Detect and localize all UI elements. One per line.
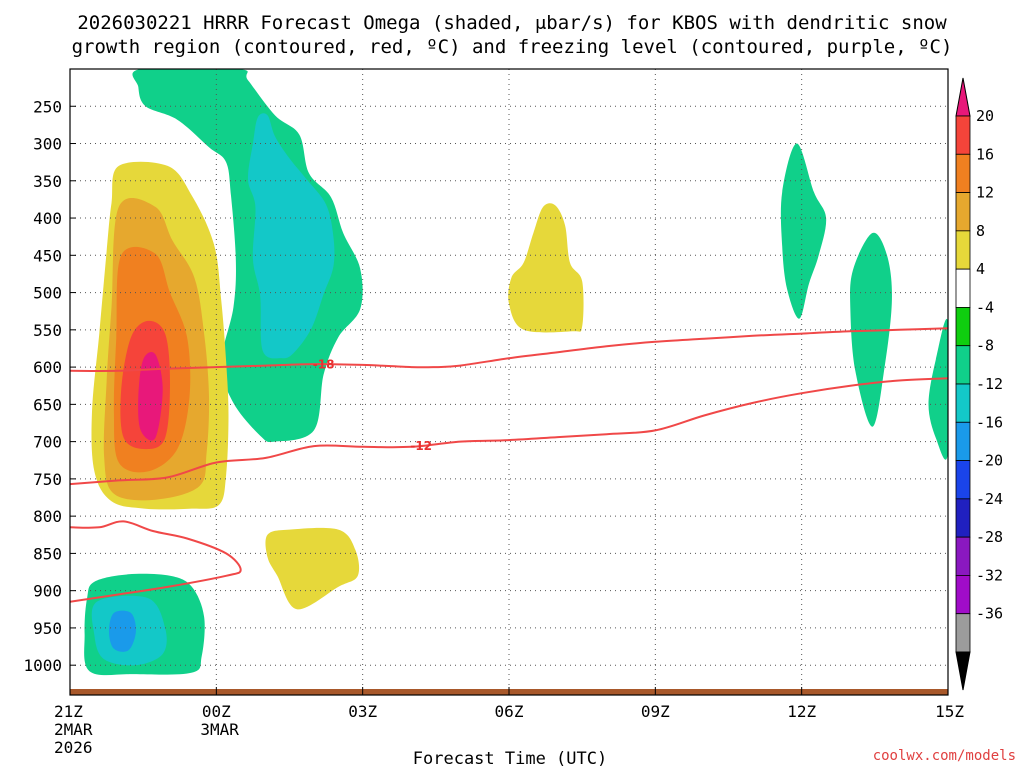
colorbar-band	[955, 307, 971, 347]
contour-label-dgz_top: -18	[313, 357, 335, 371]
colorbar-band	[955, 268, 971, 308]
chart-title-line1: 2026030221 HRRR Forecast Omega (shaded, …	[77, 12, 947, 34]
y-tick-label-750: 750	[33, 470, 62, 489]
chart-title-line2: growth region (contoured, red, ºC) and f…	[72, 36, 953, 58]
colorbar-label--4: -4	[976, 298, 994, 316]
colorbar-label--8: -8	[976, 337, 994, 355]
colorbar-label--16: -16	[976, 413, 1003, 431]
colorbar-label--28: -28	[976, 528, 1003, 546]
y-tick-label-400: 400	[33, 209, 62, 228]
omega-shading	[84, 69, 948, 676]
colorbar-label--36: -36	[976, 605, 1003, 623]
temperature-contours: -18 -12	[70, 327, 948, 603]
x-tick-label-09Z: 09Z	[641, 702, 670, 721]
colorbar-band	[955, 498, 971, 538]
omega-region-6	[138, 352, 163, 441]
x-tick-label-03Z: 03Z	[348, 702, 377, 721]
pressure-axis: 250 300 350 400 450 500 550 600 650 700 750 800 850 9…	[23, 97, 76, 675]
omega-region-12	[780, 143, 827, 319]
x-tick-label-06Z: 06Z	[495, 702, 524, 721]
colorbar-band	[955, 153, 971, 193]
credit-text: coolwx.com/models	[873, 748, 1016, 764]
y-tick-label-450: 450	[33, 246, 62, 265]
x-axis-label: Forecast Time (UTC)	[413, 749, 607, 768]
y-tick-label-950: 950	[33, 619, 62, 638]
y-tick-label-700: 700	[33, 433, 62, 452]
omega-colorbar: 20 16 12 8 4 -4 -8 -12 -16 -20 -24 -28 -32 -36	[955, 77, 1003, 691]
omega-region-9	[109, 610, 136, 652]
contour-dgz_bottom	[70, 377, 948, 486]
colorbar-band	[955, 192, 971, 232]
contour-dgz_top	[70, 327, 948, 372]
y-tick-label-650: 650	[33, 395, 62, 414]
colorbar-label-4: 4	[976, 260, 985, 278]
colorbar-label--32: -32	[976, 566, 1003, 584]
omega-region-10	[265, 527, 360, 610]
colorbar-band	[955, 421, 971, 461]
omega-region-14	[928, 319, 948, 460]
x-tick-date-2MAR: 2MAR	[54, 720, 93, 739]
colorbar-label--12: -12	[976, 375, 1003, 393]
x-tick-label-15Z: 15Z	[935, 702, 964, 721]
colorbar-band	[955, 383, 971, 423]
x-tick-label-00Z: 00Z	[202, 702, 231, 721]
omega-region-0	[132, 69, 363, 442]
colorbar-band	[955, 230, 971, 270]
x-tick-label-21Z: 21Z	[54, 702, 83, 721]
y-tick-label-250: 250	[33, 97, 62, 116]
colorbar-bottom-arrow	[955, 651, 971, 691]
contour-label-dgz_bottom: -12	[410, 439, 432, 453]
colorbar-label-20: 20	[976, 107, 994, 125]
y-tick-label-900: 900	[33, 582, 62, 601]
colorbar-label-8: 8	[976, 222, 985, 240]
colorbar-band	[955, 345, 971, 385]
y-tick-label-350: 350	[33, 172, 62, 191]
colorbar-label--24: -24	[976, 490, 1003, 508]
x-tick-year: 2026	[54, 738, 93, 757]
omega-region-1	[247, 113, 335, 359]
y-tick-label-850: 850	[33, 544, 62, 563]
colorbar-band	[955, 536, 971, 576]
y-tick-label-1000: 1000	[23, 656, 62, 675]
colorbar-top-arrow	[955, 77, 971, 117]
x-tick-date-3MAR: 3MAR	[200, 720, 239, 739]
omega-region-11	[508, 203, 584, 333]
x-tick-label-12Z: 12Z	[787, 702, 816, 721]
y-tick-label-300: 300	[33, 135, 62, 154]
y-tick-label-600: 600	[33, 358, 62, 377]
y-tick-label-550: 550	[33, 321, 62, 340]
y-tick-label-500: 500	[33, 284, 62, 303]
colorbar-label-16: 16	[976, 145, 994, 163]
y-tick-label-800: 800	[33, 507, 62, 526]
colorbar-band	[955, 613, 971, 653]
colorbar-band	[955, 460, 971, 500]
colorbar-label--20: -20	[976, 452, 1003, 470]
colorbar-label-12: 12	[976, 184, 994, 202]
colorbar-band	[955, 575, 971, 615]
contour-lower_left	[70, 520, 242, 603]
colorbar-band	[955, 115, 971, 155]
